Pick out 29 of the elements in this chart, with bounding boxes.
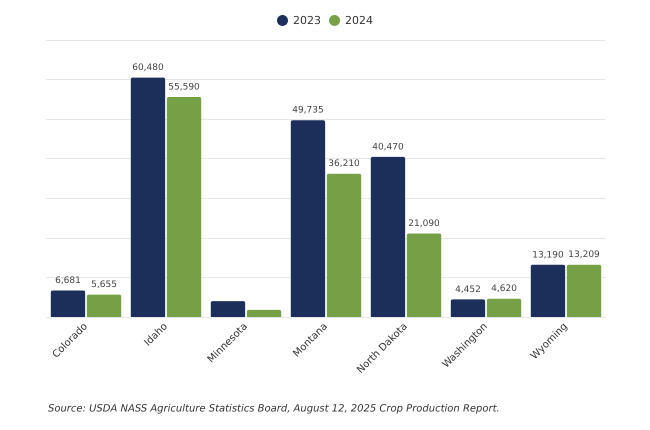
bar: [210, 301, 246, 317]
data-label: 49,735: [292, 106, 324, 116]
legend-label: 2024: [345, 14, 373, 27]
data-label: 13,190: [532, 250, 564, 260]
data-label: 40,470: [372, 142, 404, 152]
bar: [450, 299, 486, 317]
source-note: Source: USDA NASS Agriculture Statistics Board, August 12, 2025 Crop Production Report.: [48, 404, 500, 414]
bar: [130, 78, 166, 317]
bar: [370, 156, 406, 317]
bar: [566, 264, 602, 317]
data-label: 55,590: [168, 82, 200, 93]
bar: [166, 97, 202, 317]
bar: [50, 290, 86, 317]
data-label: 4,452: [455, 284, 481, 295]
bar: [326, 174, 362, 317]
bar: [406, 234, 442, 317]
bar: [530, 264, 566, 317]
data-label: 4,620: [491, 284, 518, 294]
bar: [86, 294, 122, 317]
data-label: 36,210: [328, 159, 360, 170]
data-label: 6,681: [55, 276, 81, 286]
data-label: 5,655: [91, 280, 117, 290]
data-label: 60,480: [132, 63, 164, 74]
data-label: 21,090: [408, 219, 440, 230]
data-label: 13,209: [568, 250, 600, 260]
legend-label: 2023: [293, 14, 322, 27]
bar: [290, 120, 326, 317]
bar: [246, 310, 282, 317]
bar: [486, 298, 522, 317]
